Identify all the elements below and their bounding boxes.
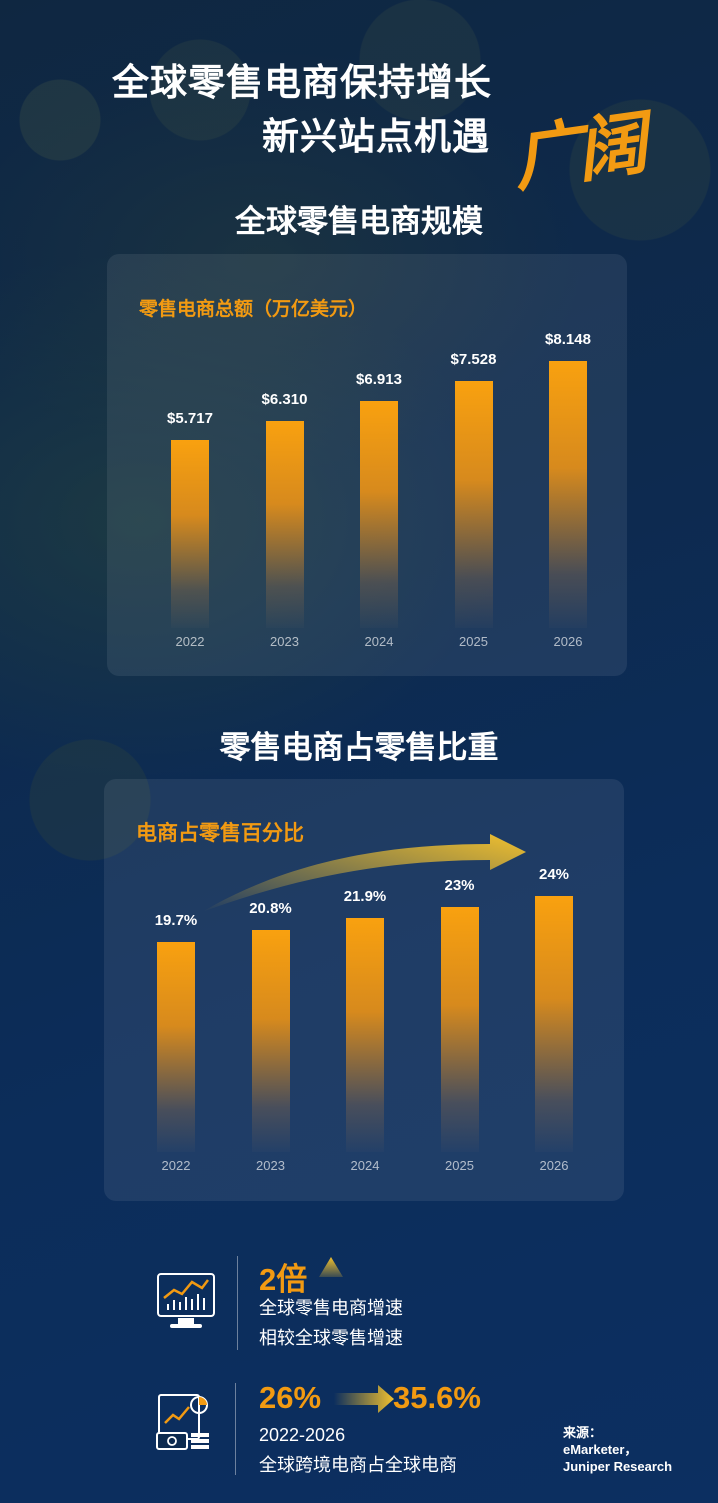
tick-label-2024: 2024 — [350, 1158, 380, 1173]
tick-label-2026: 2026 — [539, 1158, 569, 1173]
stat2-to: 35.6% — [393, 1380, 481, 1415]
data-label-2024: $6.913 — [356, 371, 402, 388]
tick-label-2024: 2024 — [364, 634, 394, 649]
stat1-line2: 相较全球零售增速 — [259, 1328, 403, 1348]
bar-2024 — [360, 401, 398, 628]
monitor-chart-icon — [157, 1273, 215, 1328]
stat2-line1: 2022-2026 — [259, 1425, 346, 1445]
bar-2025 — [440, 907, 479, 1152]
tick-label-2025: 2025 — [445, 1158, 474, 1173]
source-label: 来源： — [563, 1425, 603, 1440]
source-note: 来源： eMarketer， Juniper Research — [563, 1424, 672, 1475]
chart2-label: 电商占零售百分比 — [136, 822, 304, 845]
up-triangle-icon — [319, 1257, 343, 1277]
chart1-label: 零售电商总额（万亿美元） — [139, 299, 368, 320]
stat1-divider — [237, 1256, 238, 1350]
bar-2023 — [265, 421, 304, 628]
data-label-2022: $5.717 — [167, 410, 213, 427]
data-label-2026: 24% — [538, 866, 570, 883]
stat1-text: 全球零售电商增速 相较全球零售增速 — [259, 1293, 403, 1353]
tick-label-2025: 2025 — [459, 634, 488, 649]
calligraphy-text: 广阔 — [507, 101, 646, 202]
tick-label-2026: 2026 — [553, 634, 583, 649]
page-title-line1: 全球零售电商保持增长 — [112, 62, 492, 103]
bar-2022 — [171, 440, 209, 628]
data-label-2026: $8.148 — [545, 331, 591, 348]
documents-money-icon — [156, 1394, 209, 1450]
data-label-2023: 20.8% — [249, 900, 292, 917]
stat2-from: 26% — [259, 1380, 322, 1415]
section1-title: 全球零售电商规模 — [235, 204, 483, 239]
data-label-2023: $6.310 — [261, 391, 308, 408]
tick-label-2022: 2022 — [161, 1158, 191, 1173]
bar-2024 — [346, 918, 384, 1152]
bar-2023 — [251, 930, 290, 1152]
bar-2025 — [454, 381, 493, 628]
bar-2026 — [549, 361, 587, 628]
data-label-2025: 23% — [444, 877, 475, 894]
stat2-text: 2022-2026 全球跨境电商占全球电商 — [259, 1420, 457, 1480]
page-title-line2: 新兴站点机遇 — [262, 116, 490, 157]
stat2-line2: 全球跨境电商占全球电商 — [259, 1455, 457, 1475]
stat2-divider — [235, 1383, 236, 1475]
section2-title: 零售电商占零售比重 — [219, 730, 499, 765]
stat1-value: 2倍 — [259, 1262, 308, 1297]
tick-label-2022: 2022 — [175, 634, 205, 649]
right-arrow-icon — [334, 1385, 394, 1413]
data-label-2025: $7.528 — [450, 351, 497, 368]
data-label-2022: 19.7% — [154, 912, 198, 929]
source-line1: eMarketer， — [563, 1442, 638, 1457]
trend-arrow — [202, 834, 526, 912]
bar-2022 — [157, 942, 195, 1152]
source-line2: Juniper Research — [563, 1459, 673, 1474]
tick-label-2023: 2023 — [256, 1158, 285, 1173]
data-label-2024: 21.9% — [343, 888, 387, 905]
bar-2026 — [535, 896, 573, 1152]
stat1-line1: 全球零售电商增速 — [259, 1298, 403, 1318]
tick-label-2023: 2023 — [270, 634, 299, 649]
